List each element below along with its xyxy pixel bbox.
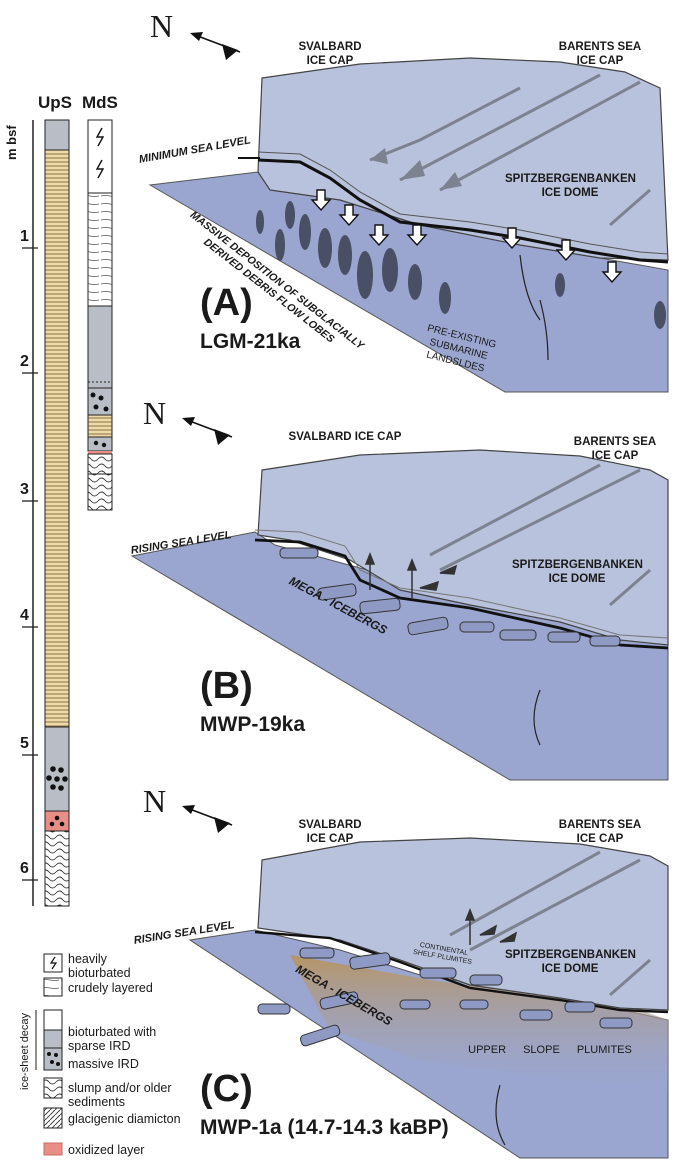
- legend-bioturbated-sparse-ird: bioturbated with sparse IRD: [68, 1025, 157, 1053]
- panel-c-slope-plumites-label: UPPER SLOPE PLUMITES: [468, 1044, 632, 1056]
- panel-c-period: MWP-1a (14.7-14.3 kaBP): [200, 1116, 449, 1139]
- panel-c-dome-label: SPITZBERGENBANKEN ICE DOME: [505, 949, 636, 975]
- legend-oxidized-layer: oxidized layer: [68, 1143, 145, 1157]
- north-arrow-b: [182, 417, 233, 445]
- legend-glacigenic-diamicton: glacigenic diamicton: [68, 1112, 181, 1126]
- panel-a-letter: (A): [200, 282, 253, 324]
- north-label-a: N: [150, 8, 174, 44]
- legend-swatches: [35, 953, 63, 1156]
- panel-b-letter: (B): [200, 665, 253, 707]
- panel-a-barents-label: BARENTS SEA ICE CAP: [558, 41, 642, 67]
- panel-a-block: [148, 57, 669, 393]
- panel-a-dome-label: SPITZBERGENBANKEN ICE DOME: [505, 173, 636, 199]
- panel-c-block: [188, 837, 669, 1159]
- depth-tick-4: 4: [20, 607, 29, 624]
- depth-tick-6: 6: [20, 860, 29, 877]
- panel-c-svalbard-label: SVALBARD ICE CAP: [298, 819, 362, 845]
- legend-slump: slump and/or older sediments: [68, 1081, 172, 1109]
- depth-tick-1: 1: [20, 228, 29, 245]
- north-arrow-c: [182, 805, 233, 833]
- north-label-b: N: [143, 395, 167, 431]
- panel-a-period: LGM-21ka: [200, 330, 301, 353]
- legend-ice-sheet-decay: ice-sheet decay: [19, 1012, 31, 1090]
- legend-crudely-layered: crudely layered: [68, 981, 153, 995]
- mds-column-label: MdS: [82, 93, 118, 112]
- panel-c-barents-label: BARENTS SEA ICE CAP: [558, 819, 642, 845]
- depth-axis-label: m bsf: [4, 125, 19, 160]
- depth-tick-5: 5: [20, 735, 29, 752]
- panel-b-svalbard-label: SVALBARD ICE CAP: [288, 431, 402, 443]
- legend-heavily-bioturbated: heavily bioturbated: [68, 952, 131, 980]
- ups-core-column: [44, 119, 70, 907]
- north-arrow-a: [190, 32, 241, 60]
- legend-massive-ird: massive IRD: [68, 1057, 139, 1071]
- panel-c-letter: (C): [200, 1068, 253, 1110]
- panel-b-period: MWP-19ka: [200, 713, 306, 736]
- panel-b-dome-label: SPITZBERGENBANKEN ICE DOME: [512, 559, 643, 585]
- north-label-c: N: [143, 783, 167, 819]
- panel-b-barents-label: BARENTS SEA ICE CAP: [573, 436, 657, 462]
- mds-core-column: [87, 119, 113, 511]
- depth-axis: [22, 120, 38, 906]
- ups-column-label: UpS: [38, 93, 72, 112]
- depth-tick-3: 3: [20, 481, 29, 498]
- panel-a-svalbard-label: SVALBARD ICE CAP: [298, 41, 362, 67]
- depth-tick-2: 2: [20, 353, 29, 370]
- panel-b-block: [130, 449, 669, 781]
